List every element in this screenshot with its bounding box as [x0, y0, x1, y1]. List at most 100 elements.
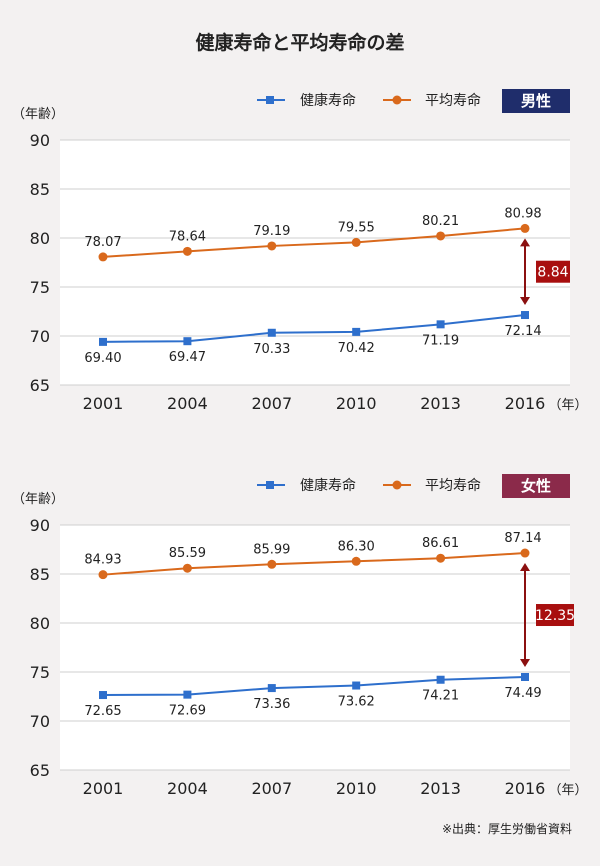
legend-average-label: 平均寿命	[425, 477, 481, 494]
legend-healthy-marker	[266, 96, 274, 104]
data-point-healthy	[352, 681, 361, 690]
data-point-healthy	[267, 684, 276, 693]
data-point-average	[182, 563, 192, 573]
series-line-average	[102, 227, 526, 258]
x-axis-unit: （年）	[548, 398, 587, 413]
data-point-average	[351, 556, 361, 566]
data-label-healthy: 71.19	[422, 333, 459, 348]
gap-label-bg	[536, 260, 570, 283]
x-tick-label: 2007	[251, 394, 292, 413]
y-tick-label: 65	[30, 376, 50, 395]
data-label-average: 84.93	[84, 553, 121, 568]
gap-label: 12.35	[535, 608, 575, 624]
data-label-healthy: 74.49	[504, 686, 541, 701]
data-point-average	[520, 548, 530, 558]
y-tick-label: 70	[30, 712, 50, 731]
y-tick-label: 85	[30, 565, 50, 584]
data-point-average	[182, 246, 192, 256]
data-point-average	[98, 570, 108, 580]
chart-male: 健康寿命 平均寿命 男性 （年齢） 65 70 75 80 85 90 2001 2004 2007 20…	[0, 80, 600, 420]
data-point-healthy	[99, 337, 107, 346]
gender-badge-label: 女性	[521, 477, 551, 495]
chart-female-svg: 健康寿命 平均寿命 女性 （年齢） 65 70 75 80 85 90 2001 2004 2007 20…	[12, 474, 588, 798]
plot-area	[60, 525, 570, 770]
data-point-healthy	[521, 311, 529, 320]
legend-average-marker	[392, 480, 402, 490]
gap-arrow-head-down	[520, 297, 530, 306]
data-point-healthy	[267, 328, 276, 337]
x-tick-label: 2010	[336, 779, 377, 798]
y-axis-unit: （年齢）	[12, 492, 64, 507]
data-label-healthy: 72.14	[504, 324, 541, 339]
source-note: ※出典：厚生労働省資料	[441, 822, 572, 836]
data-label-healthy: 72.65	[84, 704, 121, 719]
data-label-healthy: 74.21	[422, 689, 459, 704]
data-label-healthy: 69.40	[84, 351, 121, 366]
data-label-average: 78.07	[84, 235, 121, 250]
x-tick-label: 2001	[83, 394, 124, 413]
data-point-average	[351, 237, 361, 247]
x-tick-label: 2004	[167, 779, 208, 798]
data-label-average: 80.98	[504, 206, 541, 221]
data-point-healthy	[436, 320, 445, 329]
x-tick-label: 2004	[167, 394, 208, 413]
data-label-average: 78.64	[169, 229, 206, 244]
y-tick-label: 90	[30, 516, 50, 535]
data-point-average	[267, 241, 277, 251]
x-axis-unit: （年）	[548, 783, 587, 798]
page-title: 健康寿命と平均寿命の差	[195, 32, 405, 54]
data-label-average: 80.21	[422, 214, 459, 229]
data-label-average: 85.59	[169, 546, 206, 561]
x-tick-label: 2001	[83, 779, 124, 798]
data-point-average	[98, 252, 108, 262]
data-label-healthy: 69.47	[169, 350, 206, 365]
y-tick-label: 70	[30, 327, 50, 346]
data-point-healthy	[183, 337, 192, 346]
series-line-healthy	[102, 675, 526, 697]
data-point-healthy	[436, 675, 445, 684]
gap-label-bg	[536, 604, 574, 627]
data-point-healthy	[99, 691, 107, 700]
x-tick-label: 2013	[420, 394, 461, 413]
gap-arrow-head-up	[520, 238, 530, 247]
x-tick-label: 2016	[505, 779, 546, 798]
data-point-average	[436, 553, 446, 563]
gender-badge	[502, 89, 570, 113]
data-point-average	[520, 223, 530, 233]
series-line-average	[102, 552, 526, 576]
data-label-average: 79.55	[338, 220, 375, 235]
data-label-healthy: 72.69	[169, 704, 206, 719]
chart-male-svg: 健康寿命 平均寿命 男性 （年齢） 65 70 75 80 85 90 2001 2004 2007 20…	[12, 89, 588, 413]
legend-healthy-label: 健康寿命	[300, 92, 356, 109]
series-line-healthy	[102, 314, 526, 343]
data-label-healthy: 73.36	[253, 697, 290, 712]
data-label-average: 79.19	[253, 224, 290, 239]
data-point-average	[436, 231, 446, 241]
x-tick-label: 2016	[505, 394, 546, 413]
data-label-average: 85.99	[253, 542, 290, 557]
data-label-healthy: 70.33	[253, 342, 290, 357]
data-point-healthy	[183, 690, 192, 699]
legend-average-marker	[392, 95, 402, 105]
legend-healthy-marker	[266, 481, 274, 489]
y-axis-unit: （年齢）	[12, 107, 64, 122]
legend-average-label: 平均寿命	[425, 92, 481, 109]
y-tick-label: 65	[30, 761, 50, 780]
y-tick-label: 80	[30, 229, 50, 248]
gap-arrow-head-down	[520, 658, 530, 667]
data-label-healthy: 70.42	[338, 341, 375, 356]
gap-label: 8.84	[537, 265, 568, 281]
data-point-healthy	[352, 327, 361, 336]
data-label-average: 86.30	[338, 539, 375, 554]
legend-healthy-label: 健康寿命	[300, 477, 356, 494]
data-point-average	[267, 559, 277, 569]
data-label-average: 86.61	[422, 536, 459, 551]
x-tick-label: 2013	[420, 779, 461, 798]
chart-female: 健康寿命 平均寿命 女性 （年齢） 65 70 75 80 85 90 2001 2004 2007 20…	[0, 465, 600, 805]
gender-badge-label: 男性	[521, 92, 551, 110]
data-point-healthy	[521, 672, 529, 681]
y-tick-label: 85	[30, 180, 50, 199]
data-label-healthy: 73.62	[338, 695, 375, 710]
y-tick-label: 90	[30, 131, 50, 150]
y-tick-label: 75	[30, 278, 50, 297]
